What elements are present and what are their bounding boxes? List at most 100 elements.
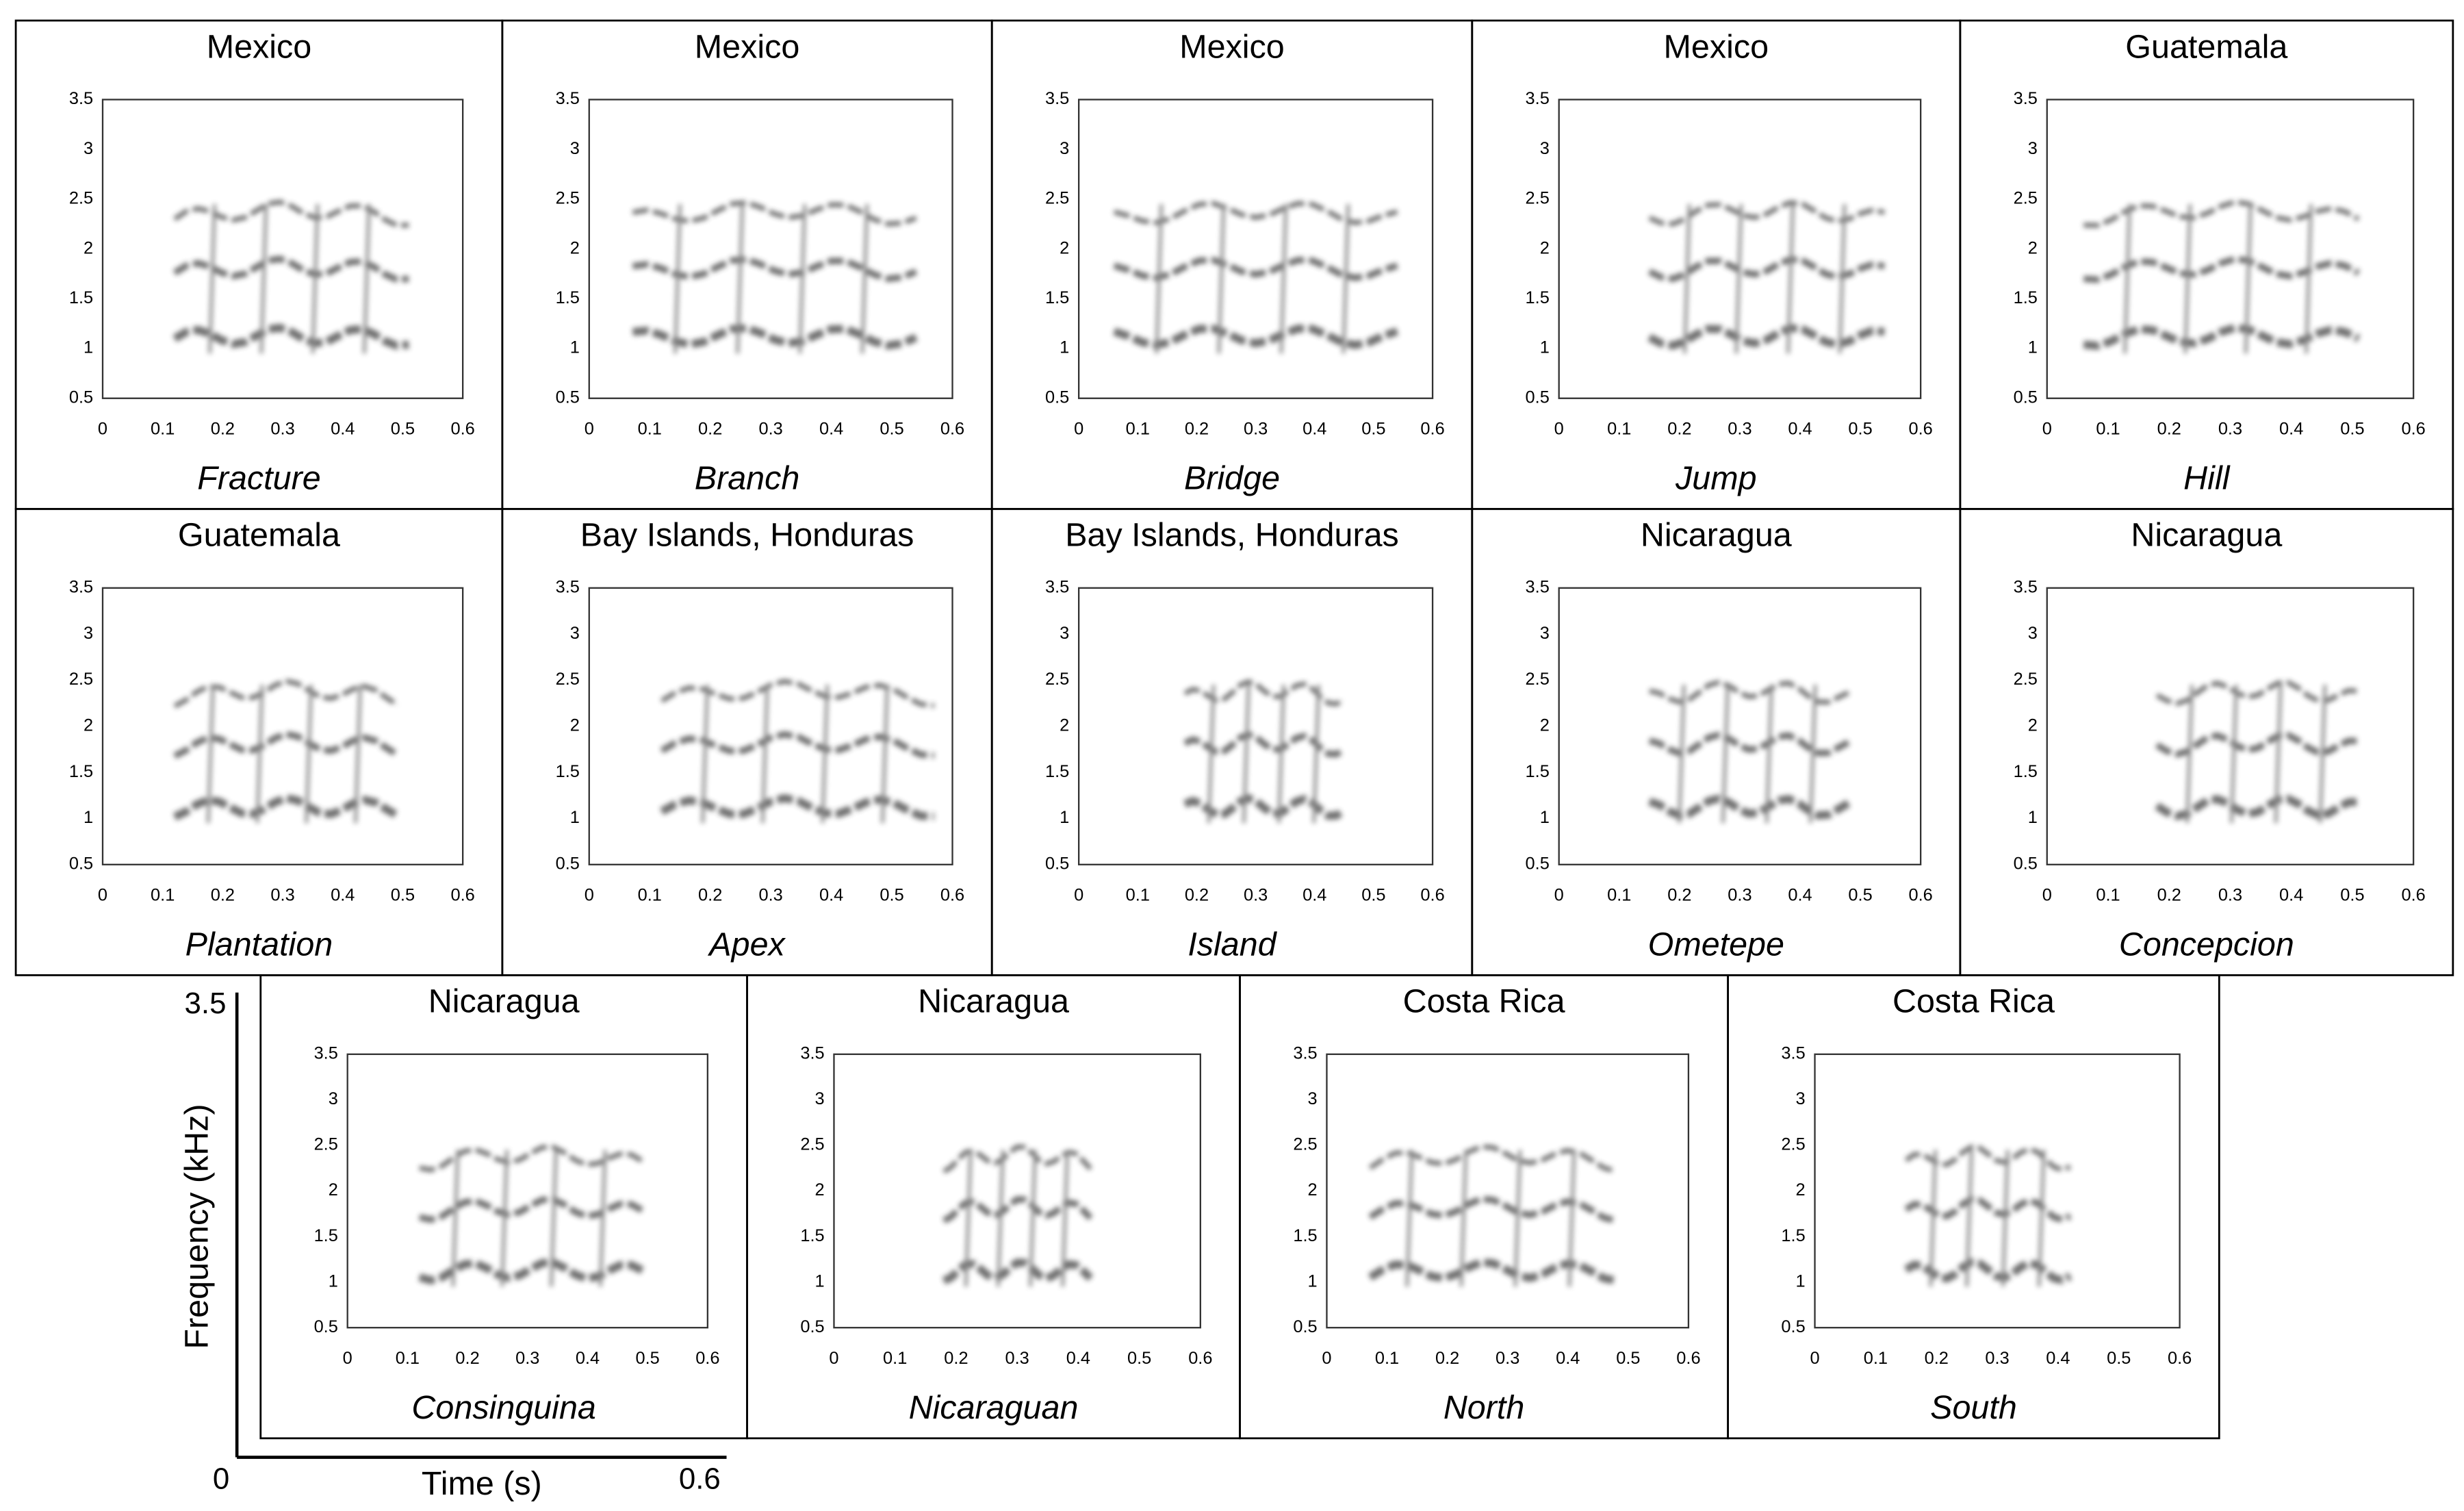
x-tick-label: 0.2 <box>211 886 235 905</box>
x-tick-label: 0.6 <box>1420 420 1444 439</box>
panel-region: Guatemala <box>2125 28 2287 65</box>
harmonic <box>2155 680 2359 707</box>
y-tick-label: 3.5 <box>2014 89 2038 108</box>
note-edge <box>255 685 264 824</box>
x-tick-label: 0.2 <box>698 420 722 439</box>
x-tick-label: 0.5 <box>1361 420 1385 439</box>
note-edge <box>206 685 215 824</box>
y-tick-label: 2 <box>84 715 93 735</box>
note-edge <box>1277 685 1285 824</box>
x-tick-label: 0.1 <box>1126 886 1150 905</box>
x-tick-label: 0.6 <box>2402 420 2426 439</box>
key-x-label: Time (s) <box>422 1465 542 1502</box>
note-edge <box>2183 204 2192 354</box>
y-tick-label: 1 <box>570 338 580 357</box>
plot-area <box>1558 99 1922 399</box>
y-tick-label: 0.5 <box>1526 388 1550 407</box>
y-tick-label: 1 <box>1796 1271 1806 1291</box>
spectrogram <box>2155 680 2359 824</box>
note-edge <box>2244 204 2253 354</box>
spectrogram <box>1113 201 1399 354</box>
y-tick-label: 1 <box>84 338 93 357</box>
key-y-label: Frequency (kHz) <box>179 1104 216 1349</box>
x-tick-label: 0.4 <box>331 886 355 905</box>
note-edge <box>1786 204 1795 354</box>
y-tick-label: 3 <box>1060 624 1069 643</box>
harmonic <box>1648 794 1851 820</box>
note-edge <box>500 1150 509 1287</box>
harmonic <box>1649 679 1849 704</box>
y-tick-label: 0.5 <box>556 388 580 407</box>
panel-name: Concepcion <box>2119 926 2294 963</box>
x-tick-label: 0.6 <box>1420 886 1444 905</box>
y-tick-label: 2 <box>570 715 580 735</box>
harmonic <box>1647 256 1886 282</box>
harmonic <box>1183 793 1347 820</box>
harmonic <box>1648 731 1850 757</box>
y-tick-label: 1.5 <box>1781 1226 1805 1245</box>
harmonic <box>172 793 400 821</box>
x-tick-label: 0.2 <box>944 1349 968 1368</box>
y-tick-label: 2.5 <box>2014 189 2038 208</box>
x-tick-label: 0 <box>343 1349 352 1368</box>
x-tick-label: 0.4 <box>2279 420 2303 439</box>
panel-name: Ometepe <box>1648 926 1784 963</box>
key-x-max: 0.6 <box>679 1462 721 1496</box>
x-tick-label: 0 <box>585 886 594 905</box>
x-tick-label: 0.4 <box>819 420 843 439</box>
x-tick-label: 0.1 <box>1607 420 1631 439</box>
y-tick-label: 3 <box>329 1089 338 1108</box>
harmonic <box>1183 678 1346 707</box>
x-tick-label: 0.6 <box>1676 1349 1700 1368</box>
panel-name: Nicaraguan <box>909 1389 1079 1426</box>
note-edge <box>736 204 744 354</box>
x-tick-label: 0.2 <box>1667 420 1691 439</box>
harmonic <box>2083 255 2361 283</box>
note-edge <box>1838 204 1847 354</box>
x-tick-label: 0.3 <box>515 1349 539 1368</box>
y-tick-label: 3.5 <box>1781 1044 1805 1063</box>
harmonic <box>1903 1258 2072 1284</box>
note-edge <box>1207 685 1216 824</box>
harmonic <box>1904 1195 2072 1223</box>
note-edge <box>1734 204 1743 354</box>
y-tick-label: 1.5 <box>69 288 93 307</box>
y-tick-label: 3.5 <box>314 1044 338 1063</box>
note-edge <box>550 1150 558 1287</box>
y-tick-label: 2 <box>1307 1180 1317 1199</box>
x-tick-label: 0.5 <box>1616 1349 1640 1368</box>
x-tick-label: 0 <box>98 420 107 439</box>
panel-name: Apex <box>707 926 786 963</box>
x-tick-label: 0.2 <box>2157 420 2181 439</box>
x-tick-label: 0.5 <box>2340 420 2364 439</box>
x-tick-label: 0.6 <box>1188 1349 1212 1368</box>
harmonic <box>172 255 409 283</box>
x-tick-label: 0.4 <box>2046 1349 2070 1368</box>
y-tick-label: 2 <box>570 238 580 257</box>
note-edge <box>2318 685 2327 824</box>
panel-region: Nicaragua <box>918 983 1069 1020</box>
panel-name: South <box>1930 1389 2017 1426</box>
harmonic <box>173 731 400 759</box>
x-tick-label: 0.3 <box>1244 420 1268 439</box>
panel-border <box>1727 974 2220 1440</box>
y-tick-label: 3 <box>84 624 93 643</box>
note-edge <box>2230 685 2238 824</box>
x-tick-label: 0.5 <box>636 1349 660 1368</box>
note-edge <box>1342 204 1350 354</box>
plot-area <box>588 99 953 399</box>
note-edge <box>1965 1150 1973 1287</box>
y-tick-label: 2.5 <box>556 670 580 689</box>
note-edge <box>881 685 889 824</box>
harmonic <box>1113 257 1398 281</box>
y-tick-label: 1.5 <box>1526 288 1550 307</box>
x-tick-label: 0.2 <box>1185 886 1209 905</box>
plot-area <box>1078 99 1434 399</box>
harmonic <box>660 731 935 759</box>
x-tick-label: 0.5 <box>391 420 415 439</box>
x-tick-label: 0.3 <box>270 886 294 905</box>
x-tick-label: 0.5 <box>391 886 415 905</box>
note-edge <box>2305 204 2313 354</box>
x-tick-label: 0 <box>2042 886 2052 905</box>
